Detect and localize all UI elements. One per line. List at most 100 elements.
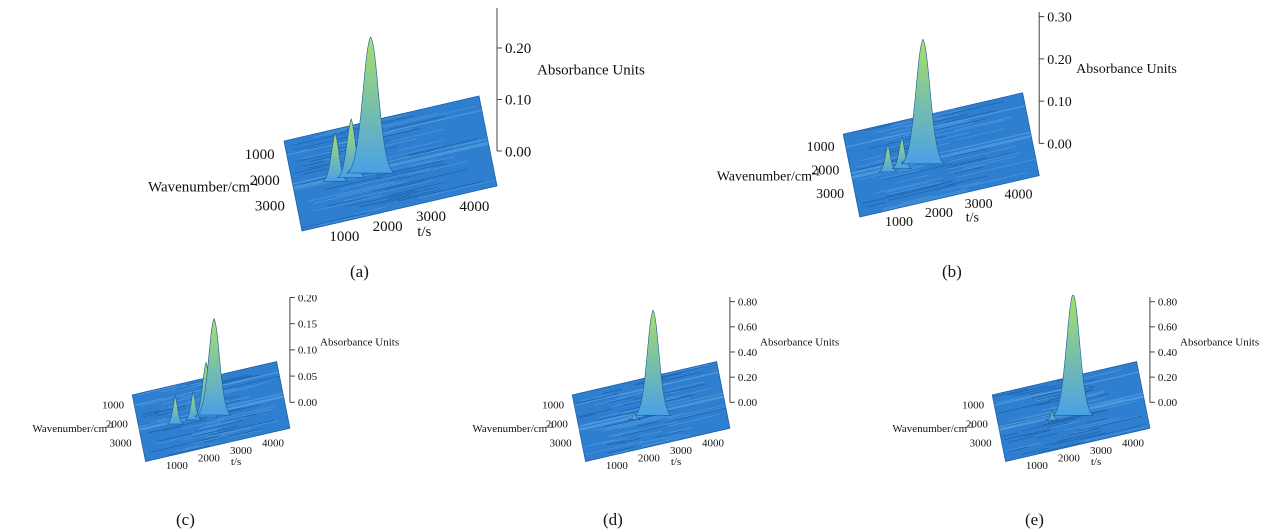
panel-caption: (e)	[1025, 510, 1044, 529]
z-tick-label: 0.60	[738, 322, 758, 334]
z-tick-label: 0.10	[1047, 95, 1072, 110]
x-axis-label: t/s	[671, 456, 681, 468]
x-axis: 1000 2000 3000 4000	[885, 188, 1033, 231]
peak	[346, 36, 395, 174]
y-tick-label: 2000	[546, 418, 569, 430]
z-tick-label: 0.10	[505, 93, 531, 109]
x-tick-label: 2000	[373, 219, 403, 235]
z-axis-label: Absorbance Units	[1076, 62, 1177, 77]
x-tick-label: 1000	[606, 460, 629, 472]
x-tick-label: 3000	[1090, 445, 1113, 457]
z-tick-label: 0.40	[1158, 347, 1178, 359]
x-tick-label: 3000	[416, 209, 446, 225]
y-axis-label: Wavenumber/cm-1	[717, 167, 821, 185]
z-tick-label: 0.00	[738, 397, 758, 409]
x-axis: 1000 2000 3000 4000	[606, 438, 725, 472]
peak	[184, 391, 202, 421]
x-tick-label: 4000	[702, 438, 725, 450]
peak	[634, 309, 672, 416]
x-axis-label: t/s	[966, 210, 979, 225]
x-tick-label: 4000	[459, 199, 489, 215]
y-axis-label: Wavenumber/cm-1	[32, 421, 114, 436]
z-axis-label: Absorbance Units	[320, 337, 399, 349]
z-tick-label: 0.10	[298, 345, 318, 357]
surface-plot-c: 0.00 0.05 0.10 0.15 0.20 Absorbance Units 1000…	[32, 292, 399, 472]
surface-texture	[134, 371, 284, 456]
x-tick-label: 1000	[329, 229, 359, 245]
z-tick-label: 0.20	[505, 41, 531, 57]
z-axis-label: Absorbance Units	[760, 337, 839, 349]
peaks	[166, 318, 232, 425]
x-tick-label: 3000	[670, 445, 693, 457]
x-tick-label: 2000	[1058, 453, 1081, 465]
z-axis-label: Absorbance Units	[1180, 337, 1259, 349]
z-tick-label: 0.05	[298, 371, 318, 383]
y-tick-label: 1000	[807, 140, 835, 155]
y-tick-label: 2000	[250, 173, 280, 189]
z-tick-label: 0.80	[738, 297, 758, 309]
y-tick-label: 3000	[970, 437, 993, 449]
chart-panel-d: 0.00 0.20 0.40 0.60 0.80 Absorbance Units 1000…	[445, 295, 865, 495]
x-tick-label: 2000	[638, 453, 661, 465]
y-tick-label: 1000	[962, 399, 985, 411]
peaks	[878, 38, 946, 173]
surface-plot-e: 0.00 0.20 0.40 0.60 0.80 Absorbance Units 1000…	[892, 293, 1259, 472]
z-tick-label: 0.00	[1047, 137, 1072, 152]
z-tick-label: 0.00	[1158, 397, 1178, 409]
panel-caption: (c)	[176, 510, 195, 529]
x-axis-label: t/s	[1091, 456, 1101, 468]
surface-plot-b: 0.00 0.10 0.20 0.30 Absorbance Units 1000 2000…	[717, 10, 1177, 231]
y-tick-label: 1000	[102, 399, 125, 411]
peaks	[627, 309, 672, 420]
z-tick-label: 0.15	[298, 319, 318, 331]
y-tick-label: 3000	[255, 199, 285, 215]
z-tick-label: 0.20	[1158, 372, 1178, 384]
surface-plot-d: 0.00 0.20 0.40 0.60 0.80 Absorbance Units 1000…	[472, 297, 839, 472]
z-tick-label: 0.20	[298, 295, 318, 304]
z-tick-label: 0.80	[1158, 297, 1178, 309]
peak	[1045, 409, 1059, 421]
x-tick-label: 4000	[1005, 188, 1033, 203]
y-tick-label: 2000	[811, 164, 839, 179]
x-axis: 1000 2000 3000 4000	[166, 438, 285, 472]
z-tick-label: 0.60	[1158, 322, 1178, 334]
y-tick-label: 3000	[550, 437, 573, 449]
peak	[878, 143, 898, 173]
y-tick-label: 3000	[816, 187, 844, 202]
x-tick-label: 1000	[166, 460, 189, 472]
y-tick-label: 1000	[245, 147, 275, 163]
y-axis-label: Wavenumber/cm-1	[148, 176, 259, 195]
peaks	[322, 36, 395, 182]
z-tick-label: 0.00	[298, 397, 318, 409]
y-axis-label: Wavenumber/cm-1	[892, 421, 974, 436]
panel-caption: (d)	[603, 510, 623, 529]
peak	[166, 395, 184, 425]
x-tick-label: 3000	[230, 445, 253, 457]
z-axis-label: Absorbance Units	[537, 63, 645, 79]
panel-caption: (a)	[350, 262, 369, 281]
chart-panel-e: 0.00 0.20 0.40 0.60 0.80 Absorbance Units 1000…	[865, 293, 1283, 495]
x-tick-label: 3000	[965, 197, 993, 212]
panel-caption: (b)	[942, 262, 962, 281]
x-axis: 1000 2000 3000 4000	[1026, 438, 1145, 472]
x-tick-label: 1000	[885, 215, 913, 230]
x-axis: 1000 2000 3000 4000	[329, 199, 489, 245]
chart-panel-c: 0.00 0.05 0.10 0.15 0.20 Absorbance Units 1000…	[5, 292, 430, 495]
z-tick-label: 0.40	[738, 347, 758, 359]
y-tick-label: 1000	[542, 399, 565, 411]
z-tick-label: 0.30	[1047, 10, 1072, 25]
x-tick-label: 2000	[198, 453, 221, 465]
chart-panel-b: 0.00 0.10 0.20 0.30 Absorbance Units 1000 2000…	[685, 10, 1205, 250]
x-tick-label: 1000	[1026, 460, 1049, 472]
peak	[900, 38, 946, 165]
x-axis-label: t/s	[231, 456, 241, 468]
peak	[627, 411, 642, 420]
y-tick-label: 2000	[106, 418, 128, 430]
surface-floor	[842, 92, 1040, 218]
x-axis-label: t/s	[417, 224, 431, 240]
z-tick-label: 0.00	[505, 144, 531, 160]
z-tick-label: 0.20	[1047, 53, 1072, 68]
